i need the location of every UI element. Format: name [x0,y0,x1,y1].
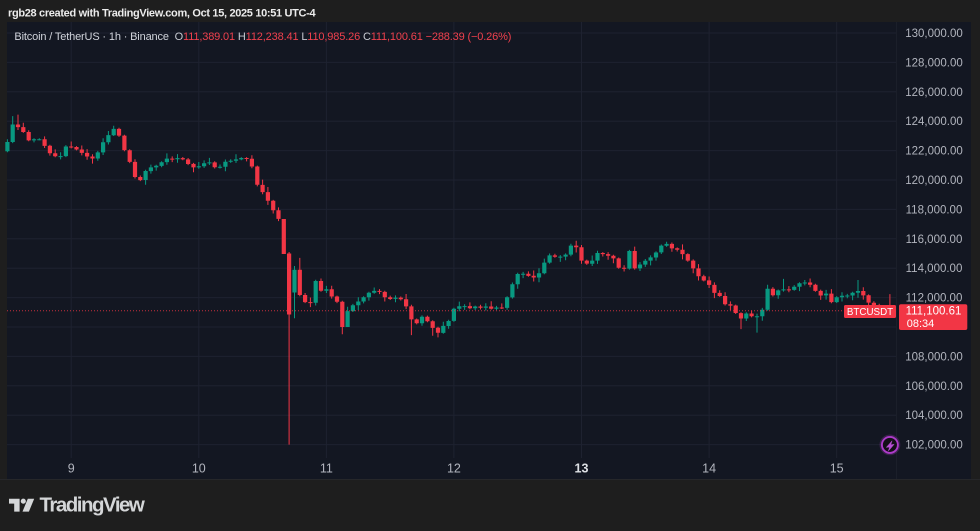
svg-text:13: 13 [575,462,589,476]
svg-text:126,000.00: 126,000.00 [905,87,963,99]
svg-text:124,000.00: 124,000.00 [905,116,963,128]
svg-text:TradingView: TradingView [40,493,145,516]
svg-text:15: 15 [830,462,844,476]
svg-text:118,000.00: 118,000.00 [906,204,963,216]
svg-text:14: 14 [702,462,716,476]
svg-text:Bitcoin / TetherUS · 1h · Bina: Bitcoin / TetherUS · 1h · Binance O111,3… [14,31,511,43]
svg-text:rgb28 created with TradingView: rgb28 created with TradingView.com, Oct … [8,8,316,20]
svg-text:108,000.00: 108,000.00 [905,351,963,363]
svg-text:106,000.00: 106,000.00 [905,381,963,393]
svg-text:12: 12 [447,462,461,476]
svg-text:BTCUSDT: BTCUSDT [847,307,893,318]
svg-text:122,000.00: 122,000.00 [905,146,963,158]
svg-text:11: 11 [320,462,333,476]
svg-text:10: 10 [192,462,206,476]
svg-text:102,000.00: 102,000.00 [905,440,963,452]
svg-text:116,000.00: 116,000.00 [906,234,963,246]
svg-text:111,100.61: 111,100.61 [906,306,962,318]
svg-text:9: 9 [68,462,75,476]
svg-text:120,000.00: 120,000.00 [905,175,963,187]
svg-text:128,000.00: 128,000.00 [905,57,963,69]
svg-text:130,000.00: 130,000.00 [905,28,963,40]
svg-text:112,000.00: 112,000.00 [906,293,963,305]
svg-text:114,000.00: 114,000.00 [906,263,963,275]
svg-text:104,000.00: 104,000.00 [905,410,963,422]
svg-text:08:34: 08:34 [907,318,935,330]
